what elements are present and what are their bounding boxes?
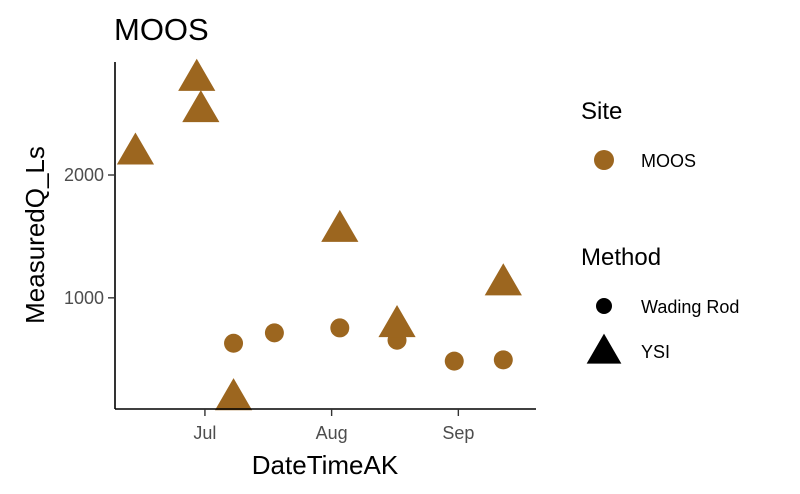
x-tick-label: Sep [442,423,474,443]
chart-title: MOOS [114,12,209,47]
data-point-triangle [178,58,216,91]
x-axis-title: DateTimeAK [252,450,399,480]
y-axis-title: MeasuredQ_Ls [20,146,50,324]
legend-label: Wading Rod [641,297,739,317]
y-tick-label: 2000 [64,165,104,185]
data-point-triangle [214,378,253,411]
plot-area [116,58,522,411]
legend-title: Method [581,244,661,271]
data-point-triangle [182,90,220,123]
legend-key-circle [596,298,612,314]
data-point-triangle [116,132,155,165]
legend-label: MOOS [641,151,696,171]
data-point-circle [444,351,464,371]
y-tick-label: 1000 [64,288,104,308]
data-point-circle [493,350,513,370]
legend-label: YSI [641,342,670,362]
data-point-circle [264,323,284,343]
legend: Site MOOS Method Wading Rod YSI [581,98,739,364]
data-point-triangle [321,209,359,242]
data-point-triangle [484,263,522,296]
y-axis-ticks: 1000 2000 [64,165,115,308]
legend-key-triangle [586,333,622,364]
data-point-circle [330,318,350,338]
data-point-triangle [378,305,416,338]
x-axis-ticks: Jul Aug Sep [193,409,474,443]
x-tick-label: Aug [316,423,348,443]
legend-key-circle [594,150,614,170]
legend-title: Site [581,98,622,125]
data-point-circle [224,333,244,353]
x-tick-label: Jul [193,423,216,443]
